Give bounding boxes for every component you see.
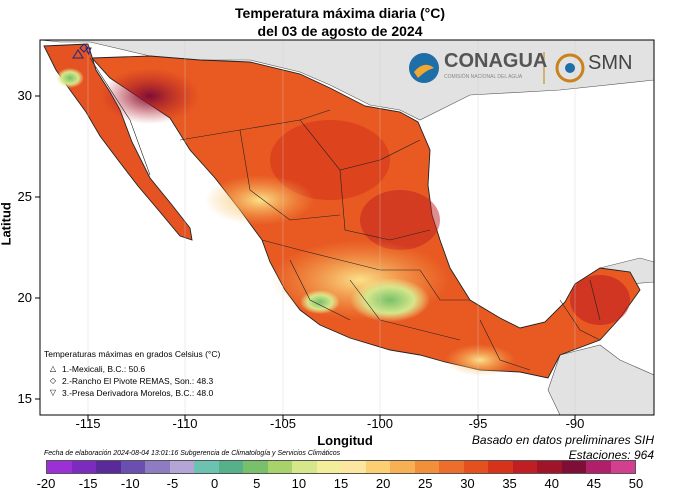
colorbar-swatch	[463, 461, 488, 473]
usa-landmass	[40, 40, 654, 121]
plot-frame	[39, 39, 655, 416]
legend-item-label: 2.-Rancho El Pivote REMAS, Son.: 48.3	[62, 376, 214, 386]
colorbar-swatch	[586, 461, 611, 473]
station-markers	[72, 43, 92, 59]
colorbar-tick-label: 15	[333, 476, 349, 491]
y-tick: 25	[17, 189, 32, 204]
map-title: Temperatura máxima diaria (°C) del 03 de…	[0, 4, 680, 40]
triangle-up-icon: △	[49, 364, 57, 373]
colorbar-tick-label: 30	[460, 476, 475, 491]
colorbar-tick-label: 45	[586, 476, 602, 491]
colorbar-swatch	[365, 461, 390, 473]
x-tick: -95	[468, 416, 488, 431]
colorbar-tick-label: 50	[628, 476, 644, 491]
x-tick: -110	[172, 416, 198, 431]
triangle-down-icon: ▽	[49, 388, 57, 397]
legend-item-label: 3.-Presa Derivadora Morelos, B.C.: 48.0	[62, 388, 214, 398]
legend-item: ▽ 3.-Presa Derivadora Morelos, B.C.: 48.…	[44, 387, 304, 399]
colorbar-tick-label: 40	[544, 476, 559, 491]
cool-zone-michoacan	[300, 290, 340, 314]
warm-zone-sierra	[205, 175, 315, 225]
smn-logo-text: SMN	[588, 52, 633, 74]
colorbar-tick-label: -10	[120, 476, 140, 491]
source-line-1: Basado en datos preliminares SIH	[471, 433, 654, 447]
x-tick: -100	[366, 416, 394, 431]
colorbar-swatch	[512, 461, 537, 473]
y-tick: 15	[17, 391, 32, 406]
elaboration-footnote: Fecha de elaboración 2024-08-04 13:01:16…	[44, 450, 341, 457]
station-marker-rancho-el-pivote	[79, 43, 89, 53]
station-marker-mexicali	[72, 49, 84, 59]
station-marker-presa-morelos	[85, 47, 92, 56]
colorbar-swatch	[218, 461, 243, 473]
colorbar-swatch	[488, 461, 513, 473]
source-note: Basado en datos preliminares SIH Estacio…	[472, 433, 654, 463]
legend-item-label: 1.-Mexicali, B.C.: 50.6	[62, 364, 146, 374]
colorbar-swatch	[537, 461, 562, 473]
logos-block: CONAGUA COMISIÓN NACIONAL DEL AGUA SMN	[408, 46, 648, 90]
cool-zone-central	[350, 278, 430, 322]
smn-logo-icon	[555, 53, 585, 83]
y-tick: 30	[17, 88, 32, 103]
legend-item: ◇ 2.-Rancho El Pivote REMAS, Son.: 48.3	[44, 375, 304, 387]
cool-zone-baja-north	[56, 68, 84, 88]
colorbar-swatch	[96, 461, 121, 473]
x-axis-label: Longitud	[317, 433, 373, 448]
hot-core-coahuila	[270, 120, 390, 200]
colorbar-tick-label: -5	[166, 476, 179, 491]
conagua-logo-text: CONAGUA	[444, 50, 548, 72]
colorbar-swatch	[243, 461, 268, 473]
x-tick: -105	[269, 416, 297, 431]
colorbar-swatch	[610, 461, 635, 473]
hot-core-yucatan	[570, 275, 630, 325]
logo-graphics	[409, 52, 585, 84]
conagua-logo-subtext: COMISIÓN NACIONAL DEL AGUA	[444, 74, 523, 80]
central-america-landmass	[547, 344, 654, 415]
colorbar-swatch	[194, 461, 219, 473]
colorbar-swatch	[267, 461, 292, 473]
legend-title: Temperaturas máximas en grados Celsius (…	[44, 349, 221, 359]
station-legend: Temperaturas máximas en grados Celsius (…	[44, 348, 304, 399]
colorbar-swatch	[292, 461, 317, 473]
colorbar-tick-label: -15	[78, 476, 98, 491]
colorbar-swatch	[390, 461, 415, 473]
colorbar-tick-label: 0	[210, 476, 219, 491]
warm-zone-oaxaca	[445, 344, 515, 376]
colorbar	[46, 460, 636, 474]
legend-item: △ 1.-Mexicali, B.C.: 50.6	[44, 363, 304, 375]
axis-ticks	[35, 95, 576, 420]
hot-core-sonora	[100, 68, 200, 124]
colorbar-tick-label: 5	[253, 476, 261, 491]
colorbar-swatch	[439, 461, 464, 473]
colorbar-swatch	[561, 461, 586, 473]
colorbar-tick-label: -20	[36, 476, 56, 491]
colorbar-swatch	[414, 461, 439, 473]
colorbar-swatch	[316, 461, 341, 473]
state-boundaries	[89, 57, 601, 371]
colorbar-tick-label: 20	[375, 476, 391, 491]
colorbar-swatch	[120, 461, 145, 473]
colorbar-swatch	[47, 461, 72, 473]
colorbar-swatch	[71, 461, 96, 473]
x-tick: -90	[565, 416, 585, 431]
colorbar-tick-label: 35	[502, 476, 517, 491]
colorbar-swatch	[341, 461, 366, 473]
colorbar-tick-label: 10	[291, 476, 307, 491]
title-line-2: del 03 de agosto de 2024	[257, 23, 423, 39]
diamond-icon: ◇	[49, 376, 57, 385]
y-tick: 20	[17, 290, 32, 305]
colorbar-swatch	[169, 461, 194, 473]
colorbar-swatch	[145, 461, 170, 473]
title-line-1: Temperatura máxima diaria (°C)	[235, 5, 445, 21]
colorbar-tick-label: 25	[418, 476, 433, 491]
y-axis-label: Latitud	[0, 202, 14, 246]
x-tick: -115	[75, 416, 101, 431]
graticule	[87, 40, 576, 415]
stations-count: Estaciones: 964	[568, 448, 654, 462]
